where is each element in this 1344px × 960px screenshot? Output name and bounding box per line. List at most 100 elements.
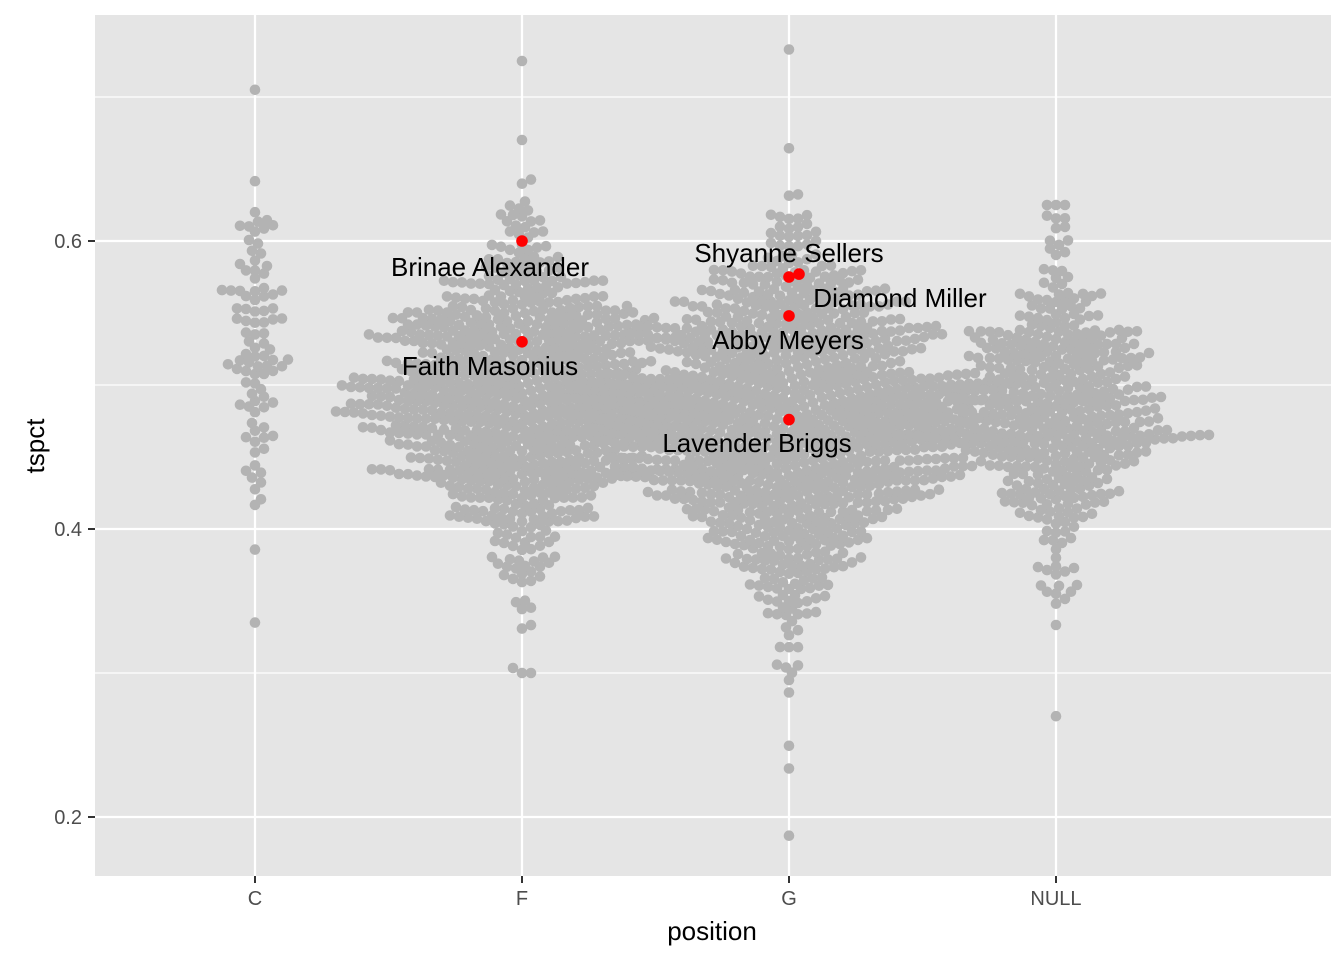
point-C-79: [234, 258, 246, 270]
point-F-157: [462, 468, 474, 479]
point-C-70: [225, 285, 237, 296]
point-NULL-426: [1002, 329, 1014, 341]
point-NULL-189: [1014, 429, 1026, 441]
point-C-23: [267, 397, 279, 408]
point-NULL-127: [1038, 447, 1050, 459]
point-G-319: [852, 466, 864, 478]
point-G-1114: [753, 286, 765, 297]
point-G-852: [960, 368, 972, 380]
point-NULL-462: [1074, 303, 1086, 314]
point-F-26: [486, 551, 498, 563]
point-F-794: [456, 301, 468, 313]
point-F-112: [579, 482, 591, 494]
point-NULL-171: [1167, 433, 1179, 444]
point-NULL-184: [1134, 430, 1146, 442]
point-G-1110: [714, 288, 726, 300]
point-G-696: [597, 394, 609, 405]
point-G-98: [753, 537, 765, 549]
point-F-39: [549, 531, 561, 542]
point-NULL-61: [1104, 488, 1116, 500]
point-F-628: [477, 350, 489, 362]
point-G-368: [870, 455, 882, 467]
point-G-228: [714, 489, 726, 500]
point-G-456: [609, 437, 621, 449]
point-F-808: [561, 294, 573, 306]
point-F-521: [462, 378, 474, 390]
point-G-890: [885, 357, 897, 369]
point-G-234: [696, 487, 708, 499]
point-F-5: [516, 603, 528, 615]
point-C-56: [267, 314, 279, 325]
point-G-964: [891, 335, 903, 347]
point-G-229: [861, 489, 873, 500]
point-F-80: [450, 501, 462, 513]
point-G-203: [879, 495, 891, 507]
point-C-43: [249, 351, 261, 362]
point-F-818: [597, 291, 609, 302]
point-F-429: [354, 398, 366, 410]
point-G-144: [858, 517, 870, 528]
point-C-78: [261, 260, 273, 272]
point-F-837: [456, 277, 468, 288]
point-NULL-455: [1014, 310, 1026, 322]
point-C-28: [249, 378, 261, 389]
point-G-761: [891, 383, 903, 395]
point-G-114: [735, 530, 747, 542]
point-F-72: [564, 505, 576, 516]
point-F-464: [375, 391, 387, 402]
point-G-1026: [642, 320, 654, 332]
point-G-167: [813, 507, 825, 518]
point-G-725: [915, 389, 927, 401]
point-G-938: [915, 342, 927, 354]
point-G-1125: [879, 283, 891, 295]
point-NULL-406: [1005, 339, 1017, 350]
highlight-point-2: [783, 271, 795, 283]
point-F-686: [390, 332, 402, 344]
point-G-1198: [783, 143, 795, 154]
point-F-867: [483, 253, 495, 265]
y-tick-label-0: 0.2: [54, 807, 82, 829]
point-G-1006: [894, 325, 906, 336]
point-F-783: [600, 305, 612, 317]
point-F-381: [357, 408, 369, 419]
point-G-26: [801, 596, 813, 607]
point-G-1179: [765, 237, 777, 249]
point-G-993: [936, 329, 948, 340]
point-F-813: [450, 292, 462, 304]
point-F-893: [513, 203, 525, 214]
point-G-842: [942, 370, 954, 381]
point-F-250: [444, 439, 456, 451]
point-G-371: [879, 455, 891, 466]
point-F-415: [456, 401, 468, 412]
point-F-11: [507, 573, 519, 585]
point-F-23: [513, 555, 525, 566]
point-NULL-133: [1029, 446, 1041, 457]
point-G-1144: [762, 271, 774, 283]
point-F-417: [447, 400, 459, 412]
point-F-177: [423, 463, 435, 475]
point-NULL-194: [1005, 428, 1017, 440]
point-F-833: [474, 278, 486, 290]
point-NULL-294: [948, 392, 960, 403]
point-F-392: [330, 406, 342, 417]
point-F-835: [465, 278, 477, 289]
point-G-225: [651, 490, 663, 501]
point-G-1047: [885, 314, 897, 325]
point-NULL-449: [1041, 314, 1053, 326]
point-G-100: [720, 536, 732, 548]
point-G-826: [915, 373, 927, 385]
point-NULL-281: [1011, 395, 1023, 407]
point-G-110: [861, 532, 873, 544]
point-C-76: [249, 265, 261, 276]
point-F-620: [579, 353, 591, 365]
point-F-116: [588, 480, 600, 492]
point-G-177: [846, 504, 858, 516]
point-F-461: [384, 391, 396, 403]
point-G-858: [894, 367, 906, 379]
point-NULL-120: [996, 451, 1008, 462]
point-F-812: [579, 292, 591, 304]
point-G-769: [648, 382, 660, 394]
point-F-588: [573, 362, 585, 373]
point-NULL-147: [1122, 440, 1134, 452]
point-F-600: [420, 359, 432, 370]
